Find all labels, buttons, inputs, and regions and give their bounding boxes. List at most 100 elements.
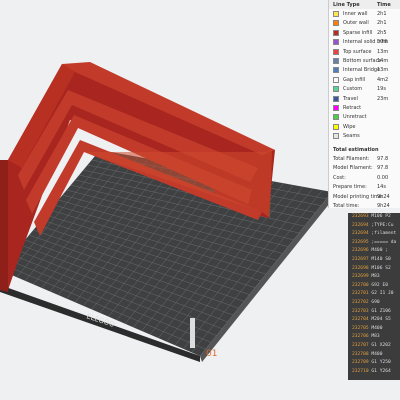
legend-item[interactable]: Bottom surface 14m [329, 56, 400, 65]
gcode-command: G1 X202 [371, 342, 391, 348]
legend-panel: Line Type Time Inner wall 2h1 Outer wall 2h… [328, 0, 400, 208]
legend-swatch [333, 95, 339, 102]
bed-grid-line [174, 186, 304, 346]
gcode-command: ;===== da [371, 239, 397, 245]
legend-item[interactable]: Custom 19s [329, 85, 400, 94]
legend-label: Gap infill [343, 76, 366, 83]
legend-swatch [333, 86, 339, 93]
legend-label: Outer wall [343, 20, 369, 27]
legend-item[interactable]: Wipe [329, 122, 400, 131]
bed-grid-line [191, 190, 323, 353]
estimation-value: 97.8 [377, 165, 389, 172]
estimation-value: 0.00 [377, 174, 389, 181]
header-line-type: Line Type [333, 1, 360, 8]
gcode-command: M106 P2 [371, 214, 391, 219]
gcode-line[interactable]: 232694 ;TYPE:Cu [348, 222, 400, 231]
legend-label: Inner wall [343, 11, 368, 18]
gcode-line[interactable]: 232702 G90 [348, 299, 400, 308]
legend-label: Unretract [343, 114, 367, 121]
gcode-line-number: 232694 [352, 231, 369, 237]
gcode-line[interactable]: 232694 ;filament [348, 230, 400, 239]
legend-time: 19s [377, 86, 386, 93]
gcode-command: ;TYPE:Cu [371, 222, 394, 228]
legend-item[interactable]: Inner wall 2h1 [329, 9, 400, 18]
gcode-command: G92 E0 [371, 282, 388, 288]
bed-grid-line [166, 184, 294, 342]
gcode-line[interactable]: 232699 M83 [348, 273, 400, 282]
gcode-line[interactable]: 232703 G1 Z106 [348, 308, 400, 317]
estimation-value: 9h24 [377, 193, 390, 200]
legend-item[interactable]: Sparse infill 2h5 [329, 28, 400, 37]
gcode-command: G1 Y264 [371, 368, 391, 374]
gcode-line-number: 232709 [352, 360, 369, 366]
gcode-line-number: 232710 [352, 368, 369, 374]
gcode-line[interactable]: 232695 ;===== da [348, 239, 400, 248]
legend-item[interactable]: Top surface 13m [329, 47, 400, 56]
legend-time: 2h1 [377, 11, 387, 18]
gcode-line[interactable]: 232700 G92 E0 [348, 282, 400, 291]
gcode-line-number: 232693 [352, 214, 369, 219]
legend-time: 2h1 [377, 20, 387, 27]
gcode-line[interactable]: 232701 G2 I1 J0 [348, 290, 400, 299]
legend-item[interactable]: Internal Bridge 13m [329, 66, 400, 75]
gcode-line-number: 232701 [352, 291, 369, 297]
legend-swatch [333, 11, 339, 18]
legend-time: 2h5 [377, 29, 387, 36]
legend-swatch [333, 76, 339, 83]
bed-edge [0, 285, 200, 362]
estimation-row: Cost: 0.00 [329, 173, 400, 182]
scrollbar[interactable] [190, 318, 195, 348]
legend-time: 14m [377, 58, 389, 65]
gcode-line[interactable]: 232706 M83 [348, 333, 400, 342]
gcode-command: M400 ; [371, 248, 388, 254]
estimation-label: Model Filament: [333, 165, 373, 172]
gcode-command: G1 Z106 [371, 308, 391, 314]
legend-item[interactable]: Outer wall 2h1 [329, 19, 400, 28]
gcode-line[interactable]: 232696 M400 ; [348, 247, 400, 256]
legend-label: Wipe [343, 123, 356, 130]
legend-item[interactable]: Seams [329, 131, 400, 140]
gcode-line[interactable]: 232693 M106 P2 [348, 213, 400, 222]
gcode-line-number: 232697 [352, 256, 369, 262]
estimation-value: 9h24 [377, 202, 390, 208]
legend-swatch [333, 114, 339, 121]
estimation-row: Model printing time: 9h24 [329, 192, 400, 201]
gcode-panel: 232693 M106 P2 232694 ;TYPE:Cu 232694 ;fil… [348, 213, 400, 380]
gcode-line[interactable]: 232709 G1 Y250 [348, 359, 400, 368]
gcode-line[interactable]: 232710 G1 Y264 [348, 368, 400, 377]
legend-swatch [333, 39, 339, 46]
legend-item[interactable]: Gap infill 4m2 [329, 75, 400, 84]
legend-label: Sparse infill [343, 29, 373, 36]
gcode-command: G90 [371, 299, 380, 305]
legend-label: Custom [343, 86, 363, 93]
gcode-line[interactable]: 232705 M400 [348, 325, 400, 334]
plate-number: 01 [206, 349, 217, 359]
gcode-line-number: 232703 [352, 308, 369, 314]
gcode-line[interactable]: 232697 M140 S0 [348, 256, 400, 265]
model [0, 62, 275, 292]
legend-swatch [333, 48, 339, 55]
gcode-line-number: 232704 [352, 317, 369, 323]
gcode-line-number: 232708 [352, 351, 369, 357]
legend-item[interactable]: Travel 23m [329, 94, 400, 103]
legend-swatch [333, 58, 339, 65]
gcode-line-number: 232696 [352, 248, 369, 254]
header-time: Time [377, 1, 391, 8]
gcode-line-number: 232700 [352, 282, 369, 288]
gcode-command: M83 [371, 334, 380, 340]
gcode-line[interactable]: 232708 M400 [348, 351, 400, 360]
estimation-row: Total time: 9h24 [329, 201, 400, 208]
legend-item[interactable]: Internal solid infill 50m [329, 38, 400, 47]
estimation-value: 97.8 [377, 155, 389, 162]
gcode-line[interactable]: 232704 M204 S5 [348, 316, 400, 325]
gcode-line[interactable]: 232698 M106 S2 [348, 265, 400, 274]
gcode-command: M83 [371, 274, 380, 280]
gcode-line[interactable]: 232707 G1 X202 [348, 342, 400, 351]
gcode-line-number: 232707 [352, 342, 369, 348]
estimation-title: Total estimation [333, 146, 379, 153]
legend-label: Travel [343, 95, 358, 102]
legend-item[interactable]: Retract [329, 103, 400, 112]
gcode-command: M400 [371, 325, 383, 331]
legend-item[interactable]: Unretract [329, 113, 400, 122]
